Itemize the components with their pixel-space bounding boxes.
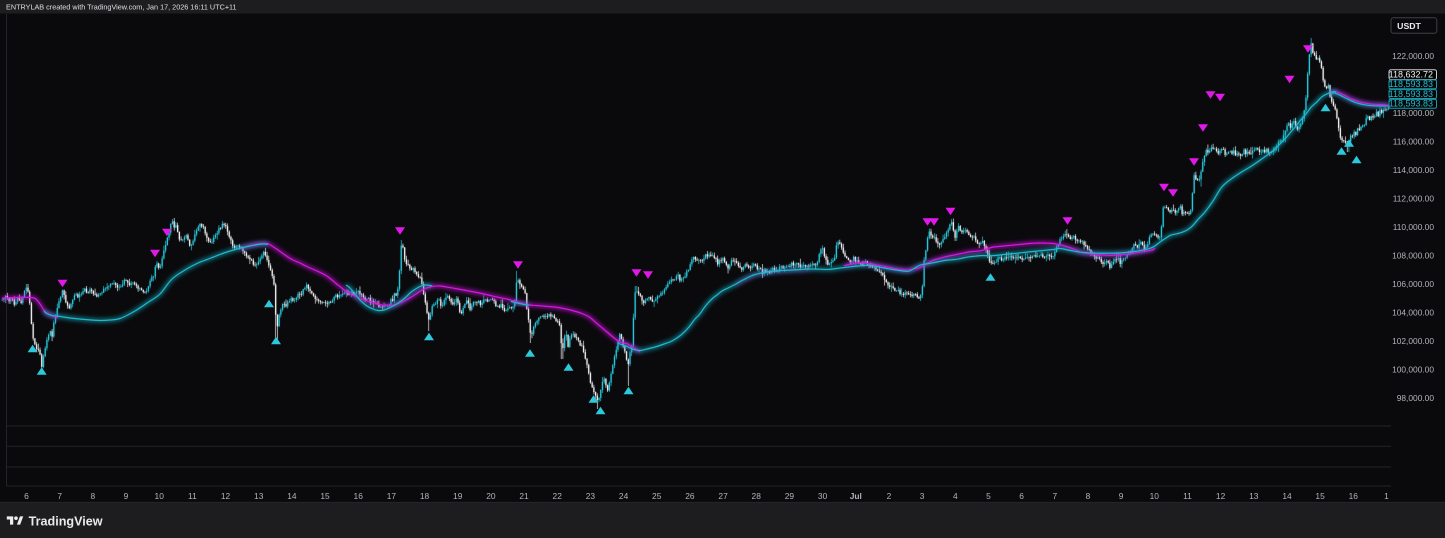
svg-text:7: 7 xyxy=(1052,491,1057,501)
svg-text:22: 22 xyxy=(553,491,563,501)
svg-text:7: 7 xyxy=(57,491,62,501)
svg-text:8: 8 xyxy=(1086,491,1091,501)
svg-text:16: 16 xyxy=(1349,491,1359,501)
svg-text:26: 26 xyxy=(685,491,695,501)
svg-text:10: 10 xyxy=(1150,491,1160,501)
svg-text:3: 3 xyxy=(920,491,925,501)
svg-text:118,593.83: 118,593.83 xyxy=(1389,79,1433,89)
svg-text:15: 15 xyxy=(320,491,330,501)
svg-text:11: 11 xyxy=(188,491,197,501)
svg-text:21: 21 xyxy=(519,491,529,501)
svg-text:25: 25 xyxy=(652,491,662,501)
svg-text:20: 20 xyxy=(486,491,496,501)
svg-text:108,000.00: 108,000.00 xyxy=(1392,251,1434,261)
svg-text:6: 6 xyxy=(1019,491,1024,501)
svg-text:30: 30 xyxy=(818,491,828,501)
svg-text:23: 23 xyxy=(586,491,596,501)
svg-text:106,000.00: 106,000.00 xyxy=(1392,279,1434,289)
svg-text:9: 9 xyxy=(124,491,129,501)
svg-text:118,632.72: 118,632.72 xyxy=(1389,70,1433,80)
svg-text:5: 5 xyxy=(986,491,991,501)
svg-text:1: 1 xyxy=(1384,491,1389,501)
svg-text:28: 28 xyxy=(752,491,762,501)
svg-text:12: 12 xyxy=(221,491,231,501)
svg-text:104,000.00: 104,000.00 xyxy=(1392,308,1434,318)
svg-text:116,000.00: 116,000.00 xyxy=(1393,137,1435,147)
svg-text:6: 6 xyxy=(24,491,29,501)
svg-text:24: 24 xyxy=(619,491,629,501)
svg-text:13: 13 xyxy=(254,491,264,501)
svg-text:13: 13 xyxy=(1249,491,1259,501)
svg-text:11: 11 xyxy=(1183,491,1192,501)
svg-text:112,000.00: 112,000.00 xyxy=(1393,194,1435,204)
svg-text:15: 15 xyxy=(1315,491,1325,501)
svg-text:98,000.00: 98,000.00 xyxy=(1397,393,1435,403)
svg-text:102,000.00: 102,000.00 xyxy=(1392,336,1434,346)
svg-text:ENTRYLAB created with TradingV: ENTRYLAB created with TradingView.com, J… xyxy=(6,3,237,12)
svg-text:122,000.00: 122,000.00 xyxy=(1392,51,1434,61)
svg-text:8: 8 xyxy=(90,491,95,501)
svg-text:18: 18 xyxy=(420,491,430,501)
svg-text:12: 12 xyxy=(1216,491,1226,501)
svg-text:110,000.00: 110,000.00 xyxy=(1393,222,1435,232)
svg-text:10: 10 xyxy=(155,491,165,501)
svg-text:4: 4 xyxy=(953,491,958,501)
svg-text:27: 27 xyxy=(718,491,728,501)
svg-text:114,000.00: 114,000.00 xyxy=(1393,165,1435,175)
svg-text:118,000.00: 118,000.00 xyxy=(1393,108,1435,118)
svg-text:16: 16 xyxy=(354,491,364,501)
svg-text:100,000.00: 100,000.00 xyxy=(1392,365,1434,375)
svg-text:118,593.83: 118,593.83 xyxy=(1389,89,1433,99)
svg-text:14: 14 xyxy=(1282,491,1292,501)
svg-text:14: 14 xyxy=(287,491,297,501)
svg-text:9: 9 xyxy=(1119,491,1124,501)
svg-text:TradingView: TradingView xyxy=(29,514,103,528)
svg-text:Jul: Jul xyxy=(850,491,862,501)
svg-text:118,593.83: 118,593.83 xyxy=(1389,99,1433,109)
svg-text:29: 29 xyxy=(785,491,795,501)
svg-text:2: 2 xyxy=(887,491,892,501)
svg-text:17: 17 xyxy=(387,491,397,501)
svg-text:USDT: USDT xyxy=(1397,21,1421,31)
svg-text:19: 19 xyxy=(453,491,463,501)
